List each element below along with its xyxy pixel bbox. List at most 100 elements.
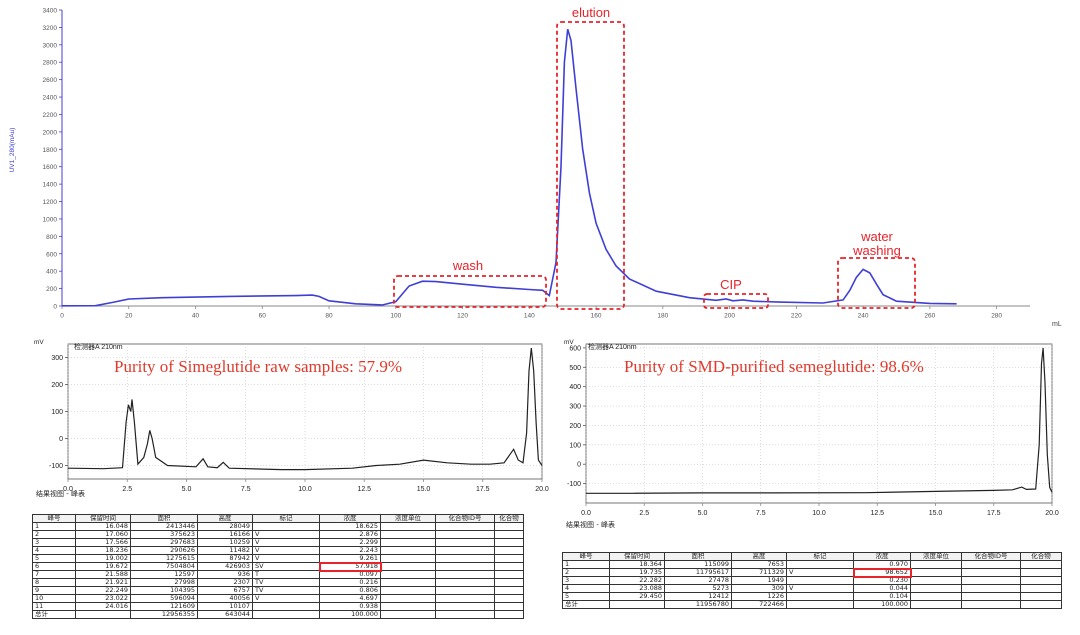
table-cell [75,610,131,619]
purified-channel-label: 检测器A 210nm [588,342,637,351]
x-tick-label: 260 [924,313,935,320]
table-cell [380,602,436,611]
table-cell [494,554,524,563]
purified-sample-chromatogram: -100 0 100 200 300 400 500 600 0.0 2.5 5.0 7.5 10.0 1… [564,339,1059,517]
table-cell: V [786,568,854,577]
y-tick-label: 400 [569,384,581,391]
table-row: 4 23.088 5273 309 V 0.044 [562,584,1062,593]
wash-label: wash [452,258,483,273]
table-cell [252,522,320,531]
table-row: 4 18.236 290626 11482 V 2.243 [32,546,524,555]
table-cell: 2 [562,568,610,577]
x-tick-label: 2.5 [122,486,132,493]
x-tick-label: 60 [259,313,267,320]
table-row: 5 19.002 1275615 87942 V 9.261 [32,554,524,563]
table-cell [435,522,495,531]
table-cell [380,586,436,595]
table-cell [435,554,495,563]
table-cell: 1 [562,560,610,569]
table-cell: TV [252,586,320,595]
x-tick-label: 20.0 [535,486,549,493]
table-row: 5 29.450 12412 1226 0.104 [562,592,1062,601]
table-cell [435,586,495,595]
x-tick-label: 0 [60,313,64,320]
y-tick-label: -100 [49,463,63,470]
table-cell: 12956355 [130,610,198,619]
x-tick-label: 100 [390,313,401,320]
table-cell [380,578,436,587]
table-header-cell: 化合物 [1020,552,1062,561]
table-cell [252,610,320,619]
x-tick-label: 5.0 [182,486,192,493]
table-cell: 100.000 [853,600,911,609]
y-tick-label: 1600 [43,164,58,171]
elution-box [556,21,625,310]
table-header-cell: 标记 [786,552,854,561]
x-tick-label: 140 [524,313,535,320]
raw-peak-table: 峰号 保留时间 面积 高度 标记 浓度 浓度单位 化合物ID号 化合物 1 16.048 24134… [32,514,524,619]
table-cell [910,600,962,609]
purified-table-caption: 结果视图 - 峰表 [566,521,615,529]
table-cell [435,546,495,555]
cip-label: CIP [720,277,742,292]
table-cell [1020,560,1062,569]
x-tick-label: 20 [125,313,133,320]
table-cell: 643044 [197,610,253,619]
table-cell [380,554,436,563]
table-cell [494,530,524,539]
table-cell: 总计 [32,610,76,619]
x-tick-label: 15.0 [417,486,431,493]
purified-hplc-trace [586,347,1053,494]
x-tick-label: 7.5 [241,486,251,493]
table-cell [494,602,524,611]
table-cell: V [786,584,854,593]
table-cell: 24.016 [75,602,131,611]
table-cell [910,592,962,601]
table-cell [910,576,962,585]
raw-peak-table-wrap: 峰号 保留时间 面积 高度 标记 浓度 浓度单位 化合物ID号 化合物 1 16.048 24134… [32,514,524,619]
table-cell [435,538,495,547]
table-cell [494,562,524,571]
table-cell [494,586,524,595]
table-cell [786,560,854,569]
table-row: 总计 11956780 722466 100.000 [562,600,1062,609]
y-tick-label: 1200 [43,199,58,206]
y-tick-label: 2000 [43,129,58,136]
y-tick-label: 500 [569,365,581,372]
table-cell [435,594,495,603]
y-axis-label: UV1_280(mAu) [9,128,16,173]
table-header-cell: 化合物 [494,514,524,523]
table-cell [435,530,495,539]
x-tick-label: 20.0 [1045,510,1059,517]
table-cell [494,594,524,603]
raw-channel-label: 检测器A 210nm [74,342,123,351]
table-cell: 3 [562,576,610,585]
table-cell [786,600,854,609]
table-cell [494,538,524,547]
purified-unit-label: mV [564,339,574,346]
x-tick-label: 180 [657,313,668,320]
table-cell [252,602,320,611]
y-tick-label: -100 [567,481,581,488]
table-cell [1020,600,1062,609]
raw-table-caption: 结果视图 - 峰表 [36,490,85,498]
x-tick-label: 17.5 [987,510,1001,517]
table-header-cell: 浓度单位 [380,514,436,523]
y-tick-label: 400 [46,269,57,276]
x-tick-label: 12.5 [357,486,371,493]
table-cell [786,576,854,585]
x-tick-label: 0.0 [581,510,591,517]
table-row: 1 18.364 115099 7653 0.970 [562,560,1062,569]
y-tick-label: 200 [46,286,57,293]
x-tick-label: 7.5 [756,510,766,517]
x-tick-label: 10.0 [812,510,826,517]
x-tick-label: 17.5 [476,486,490,493]
table-cell [961,600,1021,609]
table-cell [380,570,436,579]
x-axis-unit: mL [1052,321,1062,328]
table-header-cell: 峰号 [562,552,610,561]
x-tick-label: 280 [991,313,1002,320]
table-cell: 4 [562,584,610,593]
raw-hplc-trace [67,348,543,471]
y-tick-label: 600 [569,345,581,352]
